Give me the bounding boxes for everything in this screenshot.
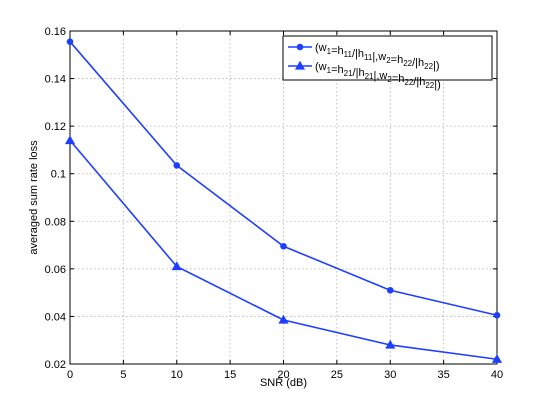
legend-entry-2: (w1=h21/|h21|,w2=h22/|h22|) [288, 60, 441, 91]
y-tick-label: 0.04 [45, 311, 66, 323]
y-tick-label: 0.06 [45, 264, 66, 276]
series-1-point [66, 38, 74, 46]
axis-ticks: 0 5 10 15 20 25 30 35 40 0.02 0.04 0.06 0.08 0.1 0.12 0… [45, 26, 504, 381]
legend-label: (w1=h21/|h21|,w2=h22/|h22|) [315, 61, 441, 91]
legend-label: (w1=h11/|h11|,w2=h22/|h22|) [315, 42, 440, 72]
y-tick-label: 0.02 [45, 359, 66, 371]
x-axis-label: SNR (dB) [260, 377, 307, 389]
series-1-point [280, 242, 287, 250]
series-1-point [493, 311, 501, 319]
series-2-point [278, 314, 289, 324]
x-tick-label: 30 [384, 369, 396, 381]
legend-entry-1: (w1=h11/|h11|,w2=h22/|h22|) [288, 42, 440, 72]
series-2-point [385, 339, 396, 349]
series-1 [66, 38, 501, 319]
y-tick-label: 0.14 [45, 74, 66, 86]
x-tick-label: 5 [120, 369, 126, 381]
series-1-point [173, 162, 181, 169]
legend: (w1=h11/|h11|,w2=h22/|h22|)(w1=h21/|h21|… [282, 35, 493, 91]
x-tick-label: 40 [491, 369, 503, 381]
x-tick-label: 20 [277, 369, 289, 381]
y-axis-label: averaged sum rate loss [28, 140, 40, 255]
legend-swatch-marker [296, 43, 304, 51]
x-tick-label: 0 [67, 369, 73, 381]
y-tick-label: 0.16 [45, 26, 66, 38]
series-2 [64, 135, 503, 363]
y-tick-label: 0.12 [45, 121, 66, 133]
x-tick-label: 15 [224, 369, 236, 381]
series-2-point [491, 354, 503, 363]
x-tick-label: 35 [438, 369, 450, 381]
series-1-point [386, 286, 394, 294]
series-group [64, 38, 503, 363]
x-tick-label: 10 [171, 369, 183, 381]
y-tick-label: 0.08 [45, 216, 66, 228]
x-tick-label: 25 [331, 369, 343, 381]
legend-swatch-marker [294, 60, 306, 70]
legend-box [282, 35, 493, 81]
series-2-point [64, 135, 76, 145]
series-2-point [171, 261, 182, 271]
y-tick-label: 0.1 [51, 169, 66, 181]
